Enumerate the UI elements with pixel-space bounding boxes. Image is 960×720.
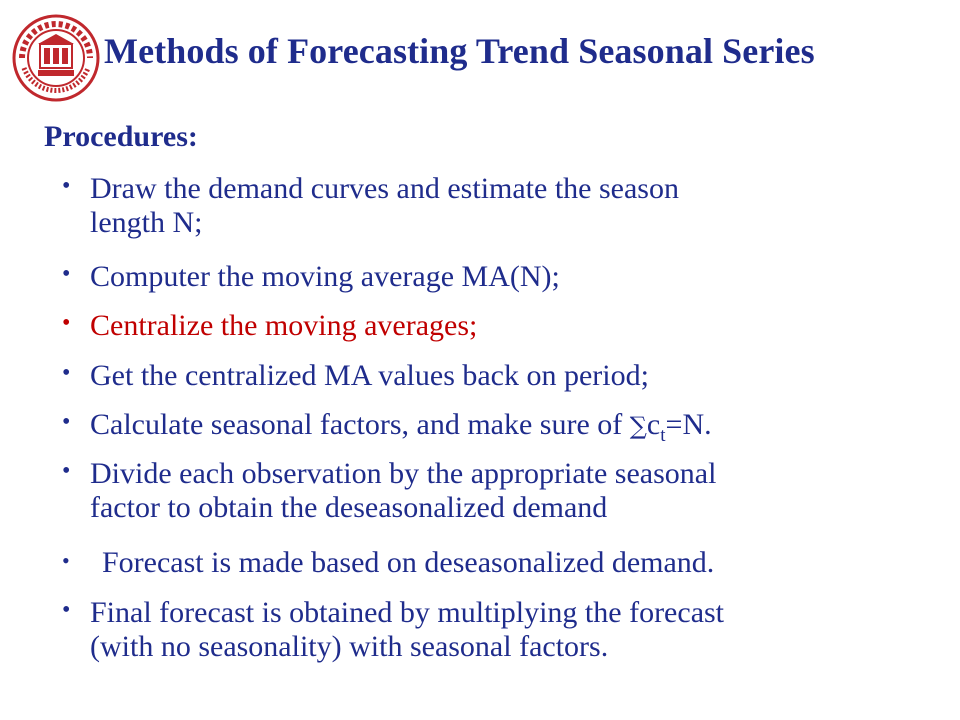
list-item-line: Centralize the moving averages; <box>90 309 478 342</box>
bullet-icon: • <box>62 548 70 573</box>
list-item: • Computer the moving average MA(N); <box>62 260 940 294</box>
bullet-icon: • <box>62 310 71 336</box>
list-item: • Forecast is made based on deseasonaliz… <box>62 546 942 580</box>
university-seal-icon <box>12 14 100 102</box>
bullet-icon: • <box>62 597 71 623</box>
variable: c <box>646 408 661 441</box>
list-item-line: Divide each observation by the appropria… <box>90 457 717 490</box>
list-item-highlighted: • Centralize the moving averages; <box>62 309 940 343</box>
subscript: t <box>660 425 666 446</box>
bullet-icon: • <box>62 458 71 484</box>
list-item-line: (with no seasonality) with seasonal fact… <box>90 630 609 663</box>
slide-title: Methods of Forecasting Trend Seasonal Se… <box>104 31 815 71</box>
summation-symbol: ∑ <box>629 412 647 440</box>
list-item-line: factor to obtain the deseasonalized dema… <box>90 491 608 524</box>
bullet-icon: • <box>62 173 71 199</box>
bullet-icon: • <box>62 360 71 386</box>
list-item-line: Forecast is made based on deseasonalized… <box>102 546 715 579</box>
list-item-line: length N; <box>90 206 203 239</box>
list-item-line: Final forecast is obtained by multiplyin… <box>90 596 725 629</box>
list-item-text: =N. <box>665 408 712 441</box>
list-item: • Draw the demand curves and estimate th… <box>62 172 940 240</box>
list-item: • Get the centralized MA values back on … <box>62 359 940 393</box>
list-item-line: Draw the demand curves and estimate the … <box>90 172 679 205</box>
list-item-line: Calculate seasonal factors, and make sur… <box>90 408 940 446</box>
bullet-icon: • <box>62 409 71 435</box>
list-item: • Divide each observation by the appropr… <box>62 457 940 525</box>
list-item: • Final forecast is obtained by multiply… <box>62 596 940 664</box>
list-item-text: Calculate seasonal factors, and make sur… <box>90 408 630 441</box>
list-item-line: Get the centralized MA values back on pe… <box>90 359 649 392</box>
list-item: • Calculate seasonal factors, and make s… <box>62 408 940 446</box>
bullet-icon: • <box>62 261 71 287</box>
list-item-line: Computer the moving average MA(N); <box>90 260 560 293</box>
procedures-label: Procedures: <box>44 120 198 153</box>
